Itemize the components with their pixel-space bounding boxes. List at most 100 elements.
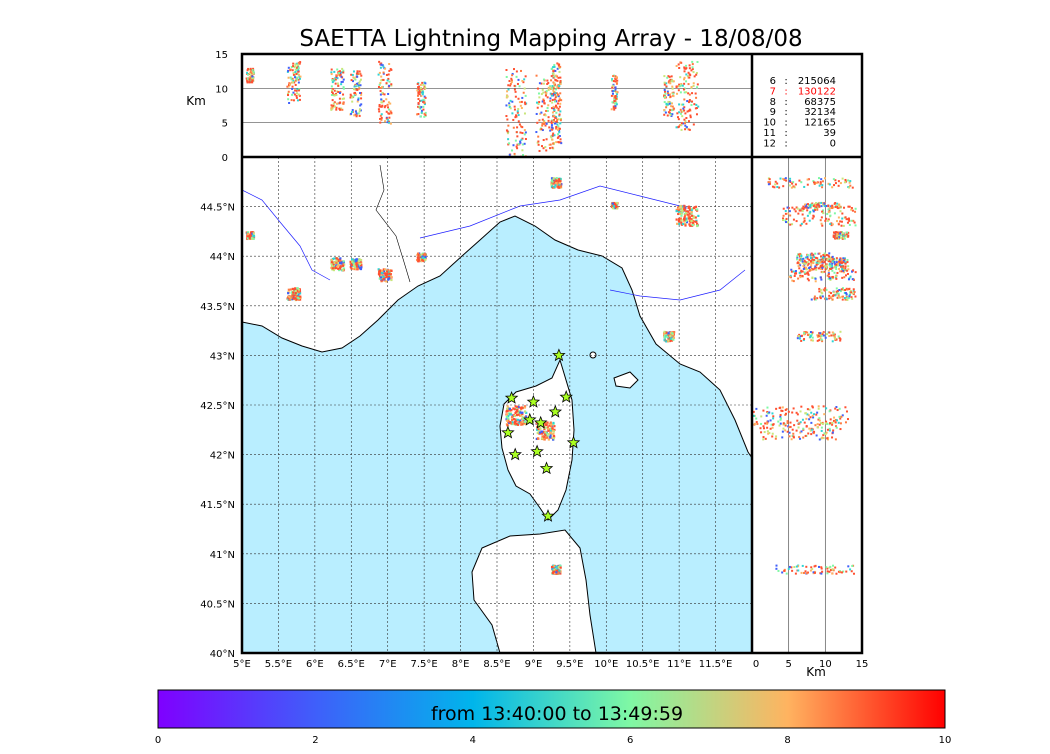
top-strike-point bbox=[611, 78, 614, 81]
map-strike-point bbox=[553, 572, 556, 575]
top-strike-point bbox=[686, 100, 689, 103]
side-strike-point bbox=[810, 264, 813, 267]
top-strike-point bbox=[353, 88, 356, 91]
top-strike-point bbox=[287, 94, 290, 97]
side-strike-point bbox=[833, 416, 836, 419]
side-strike-point bbox=[788, 180, 791, 183]
side-strike-point bbox=[820, 178, 823, 181]
top-strike-point bbox=[556, 123, 559, 126]
side-strike-point bbox=[836, 235, 839, 238]
side-strike-point bbox=[788, 275, 791, 278]
side-strike-point bbox=[828, 183, 831, 186]
top-strike-point bbox=[680, 84, 683, 87]
top-strike-point bbox=[355, 72, 358, 75]
map-strike-point bbox=[669, 337, 672, 340]
top-strike-point bbox=[416, 94, 419, 97]
top-strike-point bbox=[540, 93, 543, 96]
map-x-tick-labels: 5°E 5.5°E 6°E 6.5°E 7°E 7.5°E 8°E 8.5°E 9°E 9.5°E… bbox=[233, 659, 732, 670]
top-strike-point bbox=[684, 120, 687, 123]
side-strike-point bbox=[830, 258, 833, 261]
top-strike-point bbox=[541, 100, 544, 103]
top-strike-point bbox=[330, 71, 333, 74]
map-strike-point bbox=[689, 224, 692, 227]
islet bbox=[589, 351, 597, 359]
side-strike-point bbox=[808, 269, 811, 272]
top-strike-point bbox=[683, 82, 686, 85]
map-strike-point bbox=[292, 293, 295, 296]
map-strike-point bbox=[335, 259, 338, 262]
side-strike-point bbox=[803, 185, 806, 188]
side-strike-point bbox=[806, 334, 809, 337]
side-strike-point bbox=[813, 565, 816, 568]
map-strike-point bbox=[514, 411, 517, 414]
top-strike-point bbox=[416, 89, 419, 92]
side-strike-point bbox=[796, 258, 799, 261]
map-strike-point bbox=[558, 569, 561, 572]
top-strike-point bbox=[547, 81, 550, 84]
map-x-tick-label: 9.5°E bbox=[556, 659, 583, 670]
top-strike-point bbox=[423, 95, 426, 98]
side-strike-point bbox=[832, 429, 835, 432]
map-strike-point bbox=[695, 220, 698, 223]
top-strike-point bbox=[508, 102, 511, 105]
side-strike-point bbox=[842, 269, 845, 272]
map-strike-point bbox=[552, 177, 555, 180]
top-strike-point bbox=[666, 92, 669, 95]
map-strike-point bbox=[519, 419, 522, 422]
top-strike-point bbox=[298, 77, 301, 80]
side-strike-point bbox=[806, 571, 809, 574]
top-strike-point bbox=[505, 129, 508, 132]
side-strike-point bbox=[792, 280, 795, 283]
side-strike-point bbox=[802, 257, 805, 260]
map-strike-point bbox=[551, 181, 554, 184]
elba-island bbox=[613, 371, 639, 389]
side-strike-point bbox=[838, 570, 841, 573]
map-strike-point bbox=[676, 222, 679, 225]
side-strike-point bbox=[831, 275, 834, 278]
top-strike-point bbox=[549, 92, 552, 95]
top-strike-point bbox=[547, 104, 550, 107]
side-strike-point bbox=[842, 257, 845, 260]
map-strike-point bbox=[673, 330, 676, 334]
top-strike-point bbox=[336, 82, 339, 85]
lma-station-star bbox=[530, 444, 544, 458]
side-strike-point bbox=[795, 429, 798, 432]
top-strike-point bbox=[355, 114, 358, 117]
map-strike-point bbox=[552, 434, 555, 438]
side-strike-point bbox=[822, 255, 825, 258]
map-strike-point bbox=[555, 571, 558, 574]
side-strike-point bbox=[788, 210, 791, 213]
top-strike-point bbox=[671, 87, 674, 90]
top-strike-point bbox=[508, 106, 511, 109]
side-strike-point bbox=[803, 206, 806, 209]
top-strike-point bbox=[511, 72, 514, 75]
side-strike-point bbox=[819, 337, 822, 340]
map-x-tick-label: 9°E bbox=[525, 659, 543, 670]
top-strike-point bbox=[418, 89, 421, 92]
top-strike-point bbox=[506, 132, 509, 135]
map-y-tick-labels: 40°N40.5°N41°N41.5°N42°N42.5°N43°N43.5°N… bbox=[200, 203, 235, 660]
side-strike-point bbox=[836, 202, 839, 205]
map-strike-point bbox=[549, 431, 553, 434]
side-strike-point bbox=[812, 214, 815, 217]
top-strike-point bbox=[669, 114, 672, 117]
top-strike-point bbox=[686, 110, 689, 113]
side-strike-point bbox=[809, 429, 812, 432]
map-strike-point bbox=[683, 220, 686, 223]
side-strike-point bbox=[833, 333, 836, 336]
side-strike-point bbox=[835, 261, 838, 264]
top-strike-point bbox=[380, 75, 383, 78]
top-y-tick-label: 15 bbox=[215, 50, 228, 61]
side-strike-point bbox=[781, 430, 784, 433]
side-strike-point bbox=[820, 426, 823, 429]
top-strike-point bbox=[378, 71, 381, 74]
side-strike-point bbox=[824, 287, 827, 290]
side-strike-point bbox=[829, 277, 832, 280]
side-strike-point bbox=[790, 566, 793, 569]
side-strike-point bbox=[837, 184, 840, 187]
side-strike-point bbox=[800, 430, 803, 433]
lma-station-star bbox=[504, 391, 519, 404]
top-strike-point bbox=[683, 70, 686, 73]
top-strike-point bbox=[292, 99, 295, 102]
map-strike-point bbox=[332, 268, 336, 272]
